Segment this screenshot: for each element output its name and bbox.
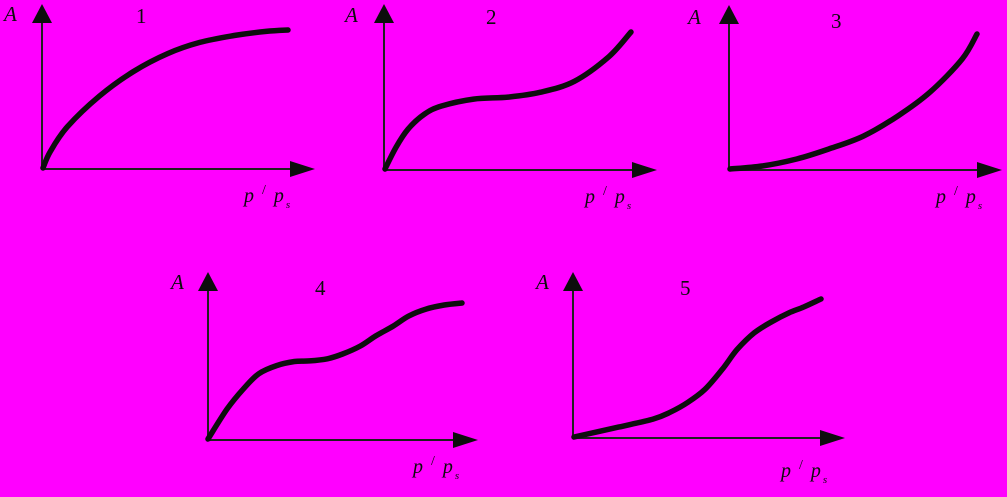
plot-1: A 1 p / p s — [0, 0, 340, 235]
x-axis-arrowhead-icon — [977, 162, 1002, 178]
y-axis-label: A — [345, 3, 358, 27]
curve-number: 1 — [136, 4, 147, 28]
isotherm-plot-canvas — [719, 5, 1002, 178]
plot-4: A 4 p / p s — [160, 260, 500, 497]
plot-5: A 5 p / p s — [520, 260, 865, 497]
x-axis-arrowhead-icon — [632, 162, 657, 178]
isotherm-plot-canvas — [198, 272, 478, 448]
y-axis-arrowhead-icon — [198, 272, 218, 291]
x-label-slash: / — [262, 183, 266, 198]
isotherm-plot-canvas — [563, 272, 845, 446]
plot-2: A 2 p / p s — [340, 0, 680, 235]
x-label-denominator: p — [614, 186, 625, 208]
curve-number: 5 — [680, 276, 691, 300]
x-axis-label: p / p s — [936, 184, 982, 212]
x-label-subscript: s — [977, 200, 983, 212]
x-label-denominator: p — [442, 456, 453, 478]
x-label-slash: / — [431, 454, 435, 469]
x-label-numerator: p — [936, 186, 946, 208]
y-axis-arrowhead-icon — [374, 4, 394, 23]
curve-number: 4 — [315, 276, 326, 300]
x-axis-label: p / p s — [244, 183, 290, 211]
plot-3: A 3 p / p s — [680, 0, 1007, 235]
x-axis-arrowhead-icon — [453, 432, 478, 448]
x-label-denominator: p — [965, 186, 976, 208]
x-axis-arrowhead-icon — [290, 161, 315, 177]
x-axis-label: p / p s — [781, 458, 827, 486]
curve-number: 2 — [486, 5, 497, 29]
x-label-numerator: p — [585, 186, 595, 208]
x-axis-label: p / p s — [413, 454, 459, 482]
y-axis-arrowhead-icon — [719, 5, 739, 24]
isotherm-curve — [205, 300, 465, 442]
isotherm-plot-canvas — [32, 4, 315, 177]
isotherm-plot-canvas — [374, 4, 657, 178]
x-axis-label: p / p s — [585, 184, 631, 212]
curve-number: 3 — [831, 9, 842, 33]
x-label-slash: / — [603, 184, 607, 199]
y-axis-label: A — [4, 2, 17, 26]
y-axis-label: A — [171, 270, 184, 294]
y-axis-label: A — [688, 5, 701, 29]
x-label-slash: / — [799, 458, 803, 473]
isotherm-curve — [40, 27, 291, 171]
y-axis-arrowhead-icon — [563, 272, 583, 291]
x-label-numerator: p — [244, 185, 254, 207]
x-axis-arrowhead-icon — [820, 430, 845, 446]
y-axis-label: A — [536, 270, 549, 294]
isotherm-curve — [571, 296, 824, 440]
x-label-slash: / — [954, 184, 958, 199]
x-label-subscript: s — [626, 200, 632, 212]
x-label-subscript: s — [285, 199, 291, 211]
isotherm-curve — [382, 29, 634, 172]
x-label-numerator: p — [413, 456, 423, 478]
x-label-denominator: p — [810, 460, 821, 482]
x-label-subscript: s — [822, 474, 828, 486]
isotherm-curve — [727, 31, 980, 172]
x-label-numerator: p — [781, 460, 791, 482]
x-label-subscript: s — [454, 470, 460, 482]
x-label-denominator: p — [273, 185, 284, 207]
y-axis-arrowhead-icon — [32, 4, 52, 23]
